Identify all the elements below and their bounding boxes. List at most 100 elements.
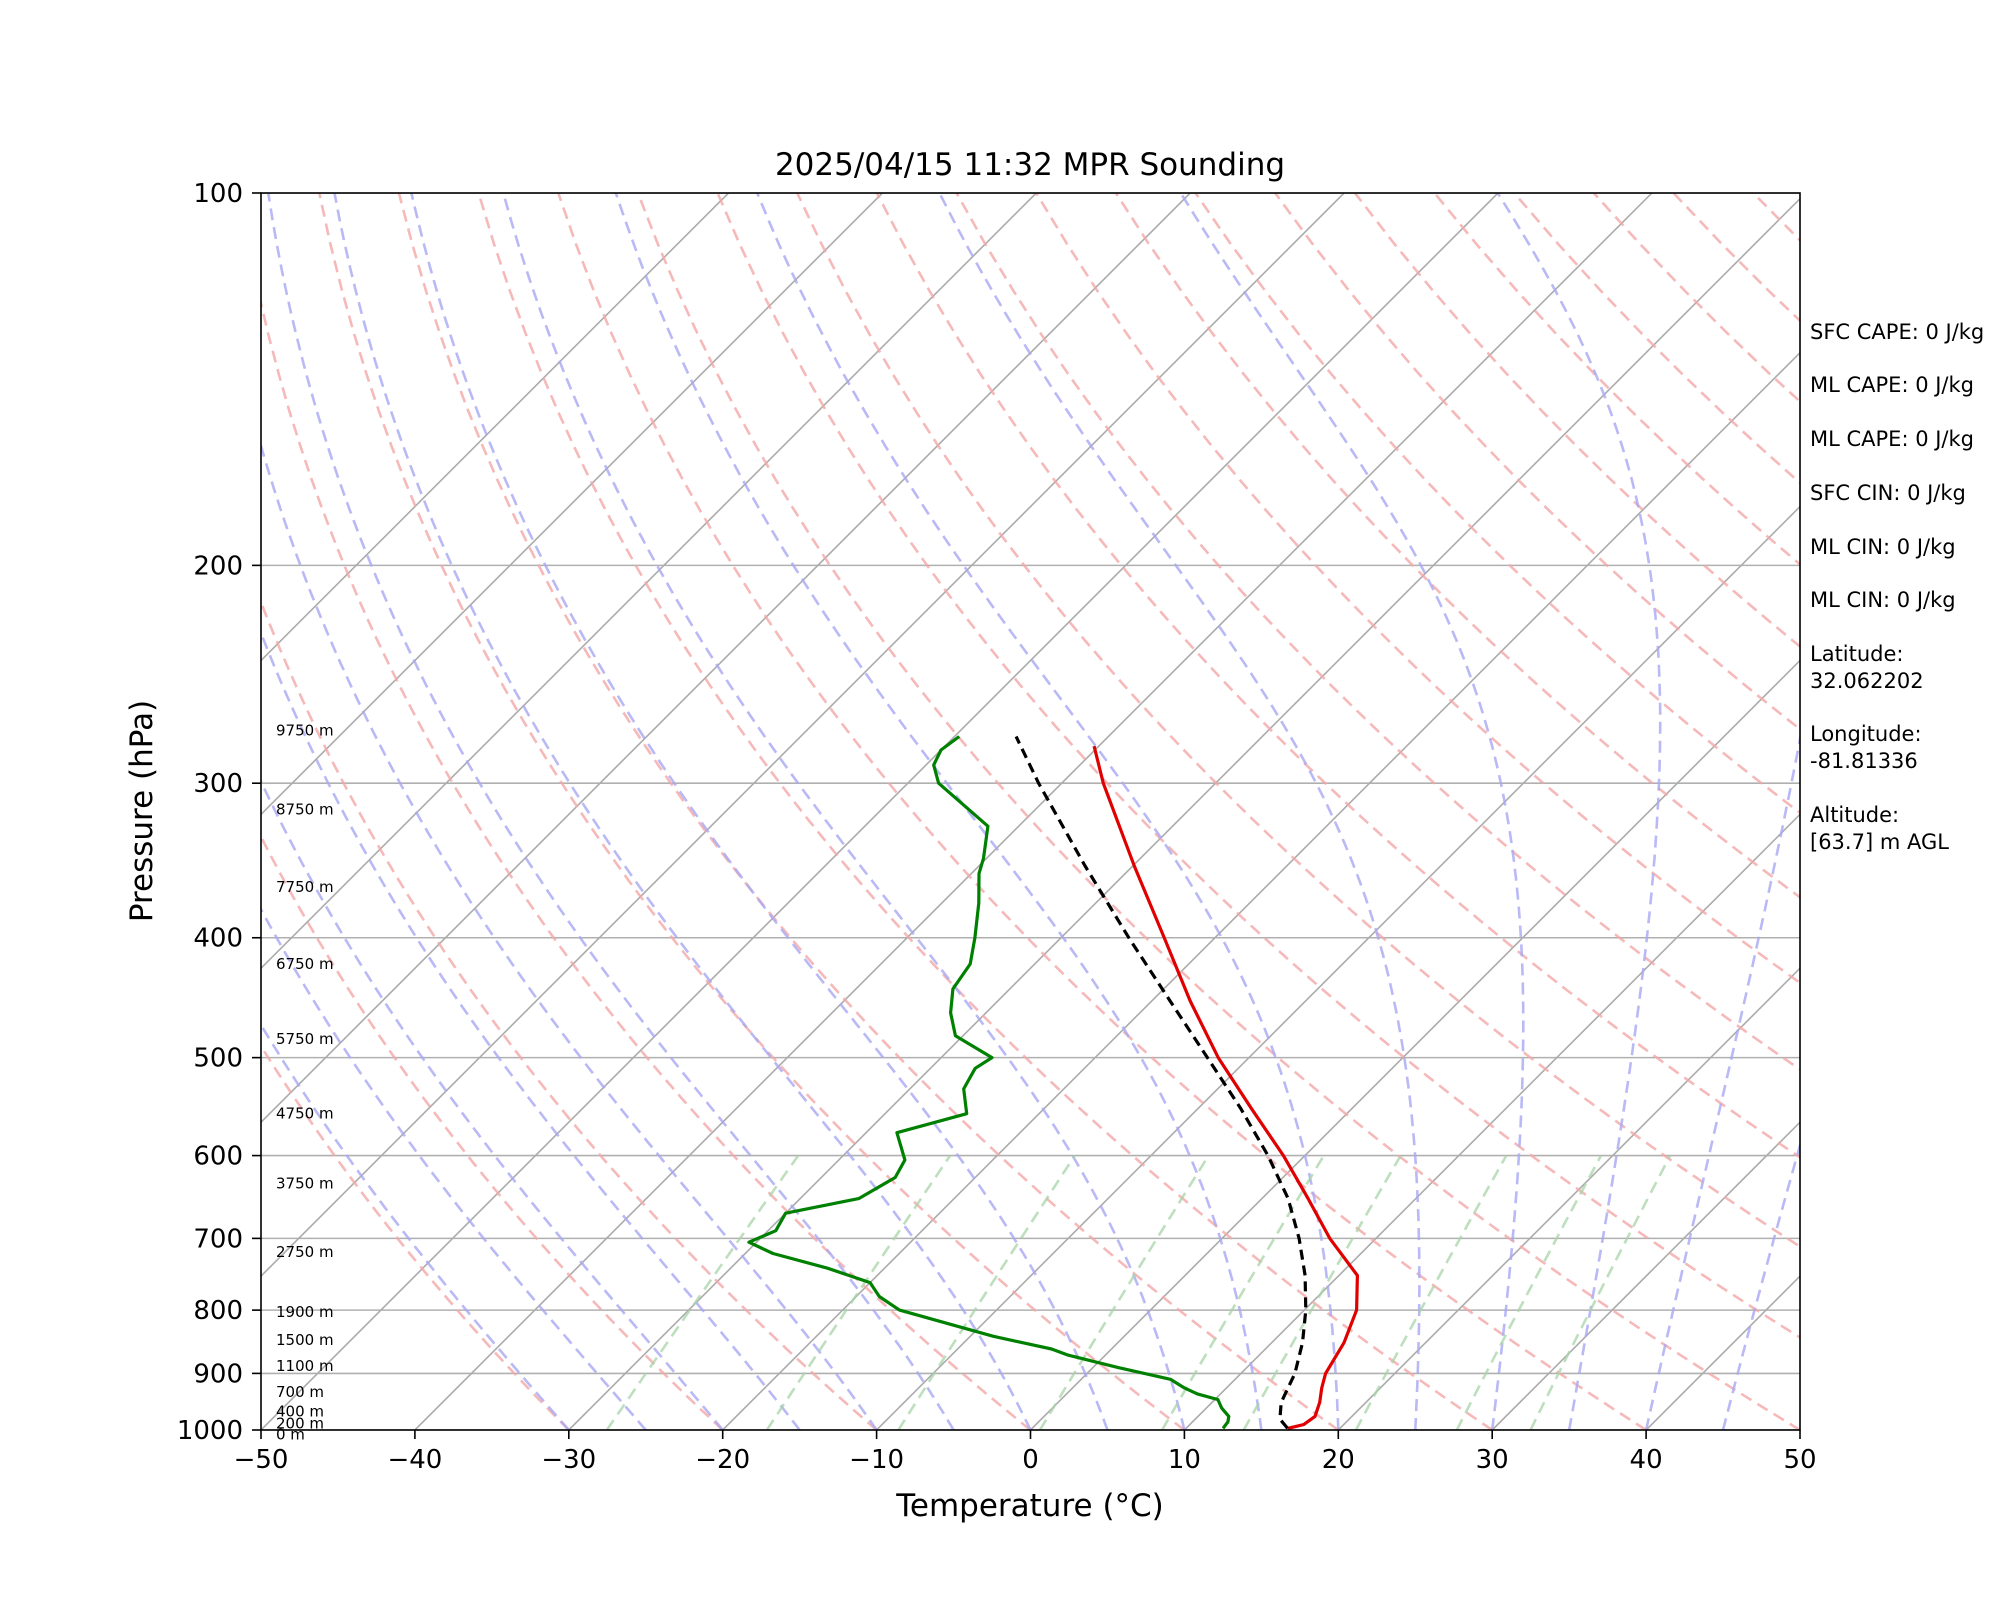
mixing-ratio-line [1160, 1154, 1325, 1430]
latitude-label: Latitude: [1810, 642, 1904, 666]
dry-adiabat-line [1194, 193, 1800, 815]
x-tick-label: 30 [1476, 1445, 1509, 1475]
dry-adiabat-line [796, 193, 1800, 1249]
dry-adiabat-line [557, 193, 1647, 1430]
isotherm-line [1183, 813, 1800, 1430]
y-tick-label: 700 [193, 1224, 243, 1254]
y-tick-label: 600 [193, 1142, 243, 1172]
y-tick-label: 300 [193, 769, 243, 799]
sfc-cape-text: SFC CAPE: 0 J/kg [1810, 320, 1984, 344]
mixing-ratio-line [765, 1154, 952, 1430]
isotherm-line [722, 351, 1800, 1430]
longitude-value: -81.81336 [1810, 749, 1918, 773]
mixing-ratio-line [1354, 1154, 1508, 1430]
x-tick-label: −10 [849, 1445, 904, 1475]
plot-frame [260, 192, 1801, 1431]
height-label: 1900 m [276, 1303, 334, 1321]
y-tick-label: 200 [193, 551, 243, 581]
isotherm-line [1029, 659, 1800, 1430]
dry-adiabat-line [636, 193, 1800, 1430]
isotherm-line [414, 193, 1653, 1430]
isotherm-line [568, 197, 1800, 1430]
dry-adiabat-line [318, 193, 1186, 1430]
moist-adiabat-line [333, 193, 1032, 1430]
height-label: 700 m [276, 1383, 324, 1401]
height-label: 7750 m [276, 878, 334, 896]
ml-cape-text-2: ML CAPE: 0 J/kg [1810, 427, 1974, 451]
mixing-ratio-line [1242, 1154, 1402, 1430]
y-tick-label: 500 [193, 1044, 243, 1074]
isotherm-line [261, 193, 1191, 1124]
y-tick-label: 800 [193, 1296, 243, 1326]
height-label: 3750 m [276, 1174, 334, 1192]
altitude-label: Altitude: [1810, 803, 1899, 827]
mixing-ratio-line [1038, 1154, 1210, 1430]
sfc-cin-text: SFC CIN: 0 J/kg [1810, 481, 1966, 505]
dry-adiabat-line [261, 598, 878, 1430]
height-label: 2750 m [276, 1243, 334, 1261]
ml-cin-text-2: ML CIN: 0 J/kg [1810, 588, 1956, 612]
y-axis: 1000 900 800 700 600 500 400 300 200 100 [177, 179, 261, 1446]
moist-adiabat-line [410, 193, 1109, 1430]
ml-cape-text: ML CAPE: 0 J/kg [1810, 373, 1974, 397]
moist-adiabat-line [261, 778, 724, 1430]
isotherm-line [261, 193, 883, 816]
info-panel: SFC CAPE: 0 J/kg ML CAPE: 0 J/kg ML CAPE… [1810, 320, 1984, 854]
sounding-traces [747, 735, 1360, 1430]
height-label: 1100 m [276, 1357, 334, 1375]
dry-adiabat-line [875, 193, 1800, 1159]
x-tick-label: −20 [695, 1445, 750, 1475]
moist-adiabat-line [1179, 193, 1525, 1430]
dry-adiabat-line [261, 834, 724, 1430]
y-tick-label: 100 [193, 179, 243, 209]
x-tick-label: −30 [541, 1445, 596, 1475]
moist-adiabat-line [1644, 732, 1800, 1430]
y-tick-label: 1000 [177, 1416, 243, 1446]
moist-adiabat-line [261, 1022, 570, 1430]
isotherm-line [261, 193, 1037, 970]
x-tick-label: 20 [1322, 1445, 1355, 1475]
latitude-value: 32.062202 [1810, 669, 1924, 693]
dewpoint-trace [747, 735, 1231, 1430]
height-label: 8750 m [276, 800, 334, 818]
dry-adiabat-line [955, 193, 1800, 1072]
chart-title: 2025/04/15 11:32 MPR Sounding [775, 147, 1285, 183]
isotherm-line [1491, 1121, 1800, 1430]
moist-adiabat-line [755, 193, 1340, 1430]
x-tick-label: −40 [387, 1445, 442, 1475]
x-axis: −50 −40 −30 −20 −10 0 10 20 30 40 50 [234, 1430, 1817, 1475]
dry-adiabat-line [261, 1043, 570, 1430]
moist-adiabat-line [614, 193, 1263, 1430]
height-label: 5750 m [276, 1030, 334, 1048]
moist-adiabat-line [1496, 193, 1662, 1430]
background-lines [261, 193, 1800, 1430]
x-tick-label: −50 [234, 1445, 289, 1475]
dry-adiabat-line [397, 193, 1340, 1430]
longitude-label: Longitude: [1810, 722, 1922, 746]
moist-adiabat-line [261, 629, 801, 1430]
isotherm-line [876, 505, 1800, 1430]
height-label: 400 m [276, 1402, 324, 1420]
moist-adiabat-line [502, 193, 1186, 1430]
isotherm-line [1337, 967, 1800, 1430]
dry-adiabat-line [716, 193, 1800, 1339]
ml-cin-text: ML CIN: 0 J/kg [1810, 535, 1956, 559]
dry-adiabat-line [477, 193, 1493, 1430]
moist-adiabat-line [938, 193, 1421, 1430]
parcel-trace [1014, 735, 1308, 1430]
y-axis-label: Pressure (hPa) [124, 700, 160, 922]
moist-adiabat-line [261, 441, 878, 1430]
dry-adiabat-line [1274, 193, 1800, 731]
moist-adiabat-line [261, 906, 647, 1430]
y-tick-label: 900 [193, 1359, 243, 1389]
height-label: 1500 m [276, 1331, 334, 1349]
dry-adiabat-line [261, 297, 1032, 1430]
x-tick-label: 10 [1168, 1445, 1201, 1475]
height-label: 9750 m [276, 722, 334, 740]
height-label: 6750 m [276, 955, 334, 973]
height-label: 200 m [276, 1415, 324, 1433]
x-tick-label: 50 [1783, 1445, 1816, 1475]
height-label: 0 m [276, 1425, 305, 1443]
mixing-ratio-line [605, 1154, 800, 1430]
